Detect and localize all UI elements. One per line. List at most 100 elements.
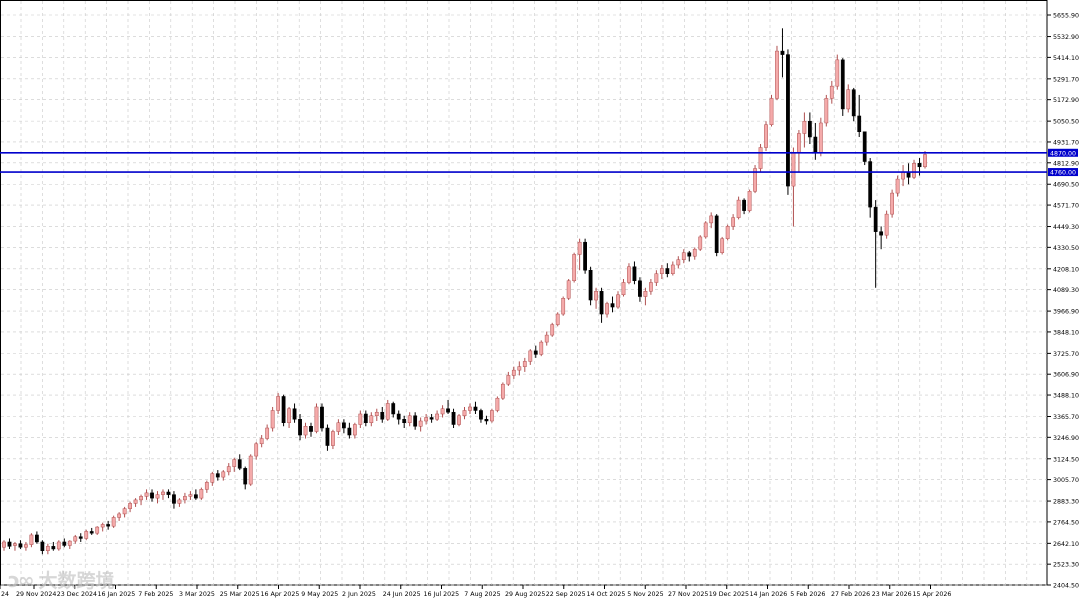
x-tick-label: 2 Jun 2025	[342, 591, 376, 598]
candle-body	[265, 427, 270, 439]
candle-body	[868, 161, 873, 208]
x-tick-label: 3 Mar 2025	[179, 591, 215, 598]
candle-body	[95, 526, 100, 534]
x-tick-label: 16 Jul 2025	[424, 591, 460, 598]
candle-body	[555, 313, 560, 325]
candle-body	[402, 418, 407, 424]
candle-body	[374, 411, 379, 416]
candle-body	[451, 411, 456, 425]
candle-body	[901, 171, 905, 180]
x-tick-label: 14 Oct 2025	[587, 591, 626, 598]
candle-body	[818, 122, 823, 154]
candle-body	[67, 540, 72, 546]
y-tick-label: 4089.30	[1053, 287, 1079, 294]
candle-body	[309, 426, 313, 432]
x-tick-label: 24	[1, 591, 9, 598]
x-tick-label: 22 Sep 2025	[546, 591, 586, 598]
candle-body	[583, 241, 588, 271]
x-tick-label: 19 Dec 2025	[709, 591, 749, 598]
y-tick-label: 5532.90	[1053, 34, 1079, 41]
candle-body	[890, 192, 895, 215]
candle-body	[840, 59, 845, 110]
candle-body	[199, 489, 204, 499]
watermark-text: 大数跨境	[38, 570, 115, 592]
x-tick-label: 27 Nov 2025	[668, 591, 708, 598]
candle-body	[912, 163, 916, 178]
y-tick-label: 4208.10	[1053, 266, 1079, 273]
candle-body	[786, 54, 790, 187]
candle-body	[698, 236, 703, 250]
x-tick-label: 14 Jan 2026	[750, 591, 788, 598]
watermark-logo-icon: ↄ∞	[8, 567, 34, 592]
x-tick-label: 16 Apr 2025	[261, 591, 300, 598]
x-tick-label: 27 Feb 2026	[831, 591, 870, 598]
candle-body	[506, 375, 511, 385]
x-tick-label: 24 Jun 2025	[383, 591, 421, 598]
candle-body	[714, 215, 719, 253]
candle-body	[468, 406, 472, 411]
candle-body	[895, 178, 900, 194]
candle-body	[457, 415, 461, 425]
candle-body	[45, 546, 50, 551]
candle-body	[358, 413, 363, 425]
y-tick-label: 3005.70	[1053, 477, 1079, 484]
candle-body	[106, 524, 111, 527]
candle-body	[813, 136, 818, 154]
candle-body	[791, 152, 796, 187]
candle-body	[764, 124, 768, 148]
y-tick-label: 3124.50	[1053, 456, 1079, 463]
candle-body	[84, 531, 89, 539]
x-tick-label: 5 Nov 2025	[627, 591, 663, 598]
candle-body	[654, 273, 659, 283]
candle-body	[572, 254, 577, 282]
candle-body	[363, 413, 368, 424]
candle-body	[150, 492, 154, 499]
candle-body	[24, 544, 28, 548]
candle-body	[325, 427, 330, 446]
candle-body	[352, 424, 357, 436]
candle-body	[703, 222, 708, 238]
candle-body	[517, 366, 522, 371]
candle-body	[440, 408, 445, 415]
candle-body	[232, 459, 237, 467]
candle-body	[676, 259, 681, 266]
candle-body	[473, 406, 478, 411]
candle-body	[281, 396, 286, 424]
candle-body	[177, 499, 182, 504]
candle-body	[391, 403, 396, 415]
candle-body	[610, 303, 615, 308]
candle-body	[89, 531, 94, 534]
candle-body	[385, 403, 390, 420]
y-tick-label: 4571.70	[1053, 203, 1079, 210]
candle-body	[18, 543, 23, 548]
candle-body	[188, 494, 193, 497]
candle-body	[862, 131, 867, 162]
candle-body	[627, 266, 631, 283]
candle-body	[7, 541, 12, 547]
candle-body	[835, 59, 840, 87]
candle-body	[846, 89, 851, 110]
candle-body	[287, 408, 291, 424]
candle-body	[276, 396, 281, 411]
candle-body	[484, 418, 489, 422]
candle-body	[490, 410, 494, 422]
candle-body	[111, 517, 116, 527]
candle-body	[692, 248, 697, 257]
y-tick-label: 2404.50	[1053, 583, 1079, 590]
candle-body	[544, 334, 549, 343]
candle-body	[731, 217, 736, 227]
y-tick-label: 4931.70	[1053, 139, 1079, 146]
candle-body	[34, 534, 39, 543]
candle-body	[780, 50, 785, 55]
price-level-tag	[1048, 168, 1078, 177]
y-tick-label: 3246.90	[1053, 435, 1079, 442]
candle-body	[769, 98, 774, 125]
candle-body	[144, 492, 149, 497]
candle-body	[429, 417, 434, 420]
candle-body	[670, 264, 675, 274]
candle-body	[292, 408, 297, 420]
candle-body	[742, 199, 746, 211]
candle-body	[133, 499, 138, 504]
